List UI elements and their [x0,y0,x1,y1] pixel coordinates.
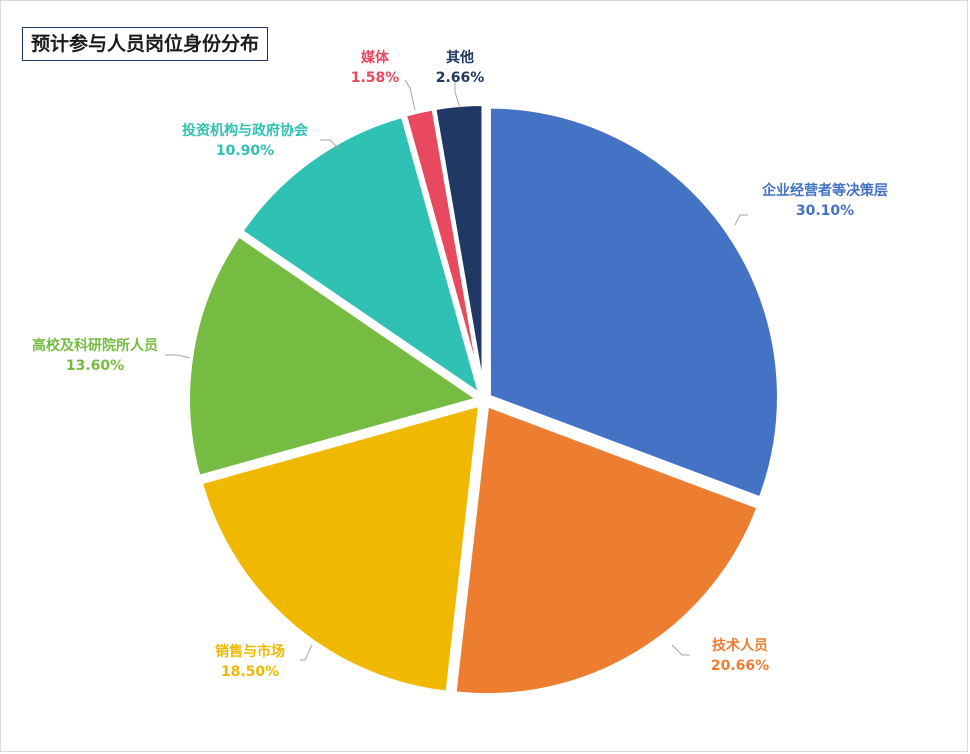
leader-line [165,354,191,359]
slice-name-label: 高校及科研院所人员 [32,337,158,354]
slice-name-label: 媒体 [360,49,390,66]
slice-name-label: 企业经营者等决策层 [761,182,888,199]
chart-title: 预计参与人员岗位身份分布 [22,27,269,61]
slice-name-label: 投资机构与政府协会 [182,122,309,139]
slice-value-label: 1.58% [351,70,400,86]
slice-value-label: 20.66% [711,658,769,674]
leader-line [320,139,341,151]
pie-slice [452,402,762,698]
slice-name-label: 其他 [446,49,474,66]
leader-line [300,644,313,661]
slice-value-label: 13.60% [66,358,124,374]
pie-slice [486,104,781,502]
leader-line [671,644,690,656]
slice-value-label: 18.50% [221,664,279,680]
leader-line [404,79,416,111]
slice-value-label: 30.10% [796,203,854,219]
slice-name-label: 销售与市场 [215,643,285,660]
slice-value-label: 10.90% [216,143,274,159]
pie-slice [238,113,484,400]
slice-value-label: 2.66% [436,70,485,86]
pie-slice [198,401,483,695]
leader-line [734,214,748,226]
leader-line [454,80,461,109]
slice-name-label: 技术人员 [712,637,768,654]
pie-slice [186,232,483,480]
